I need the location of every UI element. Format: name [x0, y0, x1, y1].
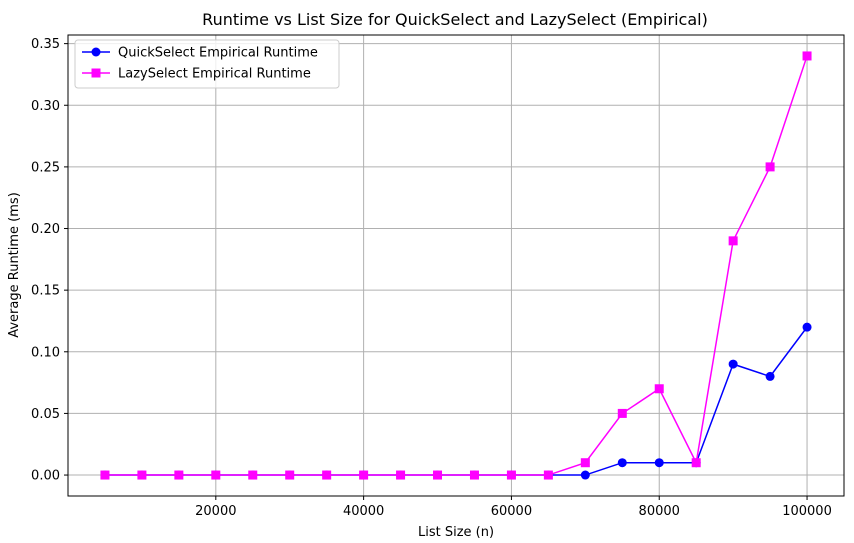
data-point	[211, 470, 221, 480]
legend-box	[74, 39, 340, 89]
x-tick-label: 100000	[782, 504, 832, 519]
data-point	[654, 384, 664, 394]
data-point	[359, 470, 369, 480]
y-tick-label: 0.35	[31, 37, 60, 52]
data-point	[728, 236, 738, 246]
legend-label-quickselect: QuickSelect Empirical Runtime	[118, 46, 318, 61]
data-point	[285, 470, 295, 480]
legend-marker-quickselect	[91, 47, 101, 57]
data-point	[396, 470, 406, 480]
data-point	[506, 470, 516, 480]
data-point	[469, 470, 479, 480]
data-point	[617, 458, 627, 468]
data-point	[765, 371, 775, 381]
series-lazyselect	[100, 51, 812, 480]
data-point	[174, 470, 184, 480]
data-point	[802, 322, 812, 332]
y-axis-label: Average Runtime (ms)	[7, 192, 22, 338]
legend-marker-lazyselect	[91, 68, 101, 78]
x-axis-label: List Size (n)	[418, 525, 494, 540]
series-quickselect	[100, 322, 812, 480]
data-point	[137, 470, 147, 480]
x-tick-label: 60000	[491, 504, 532, 519]
x-tick-label: 20000	[195, 504, 236, 519]
data-point	[691, 458, 701, 468]
legend: QuickSelect Empirical Runtime LazySelect…	[74, 39, 340, 89]
data-point	[100, 470, 110, 480]
y-tick-label: 0.00	[31, 469, 60, 484]
x-axis-ticks: 20000 40000 60000 80000 100000	[195, 496, 832, 519]
y-tick-label: 0.20	[31, 222, 60, 237]
data-point	[617, 408, 627, 418]
chart-title: Runtime vs List Size for QuickSelect and…	[202, 10, 708, 29]
data-point	[728, 359, 738, 369]
series-line	[104, 55, 808, 476]
y-tick-label: 0.30	[31, 99, 60, 114]
legend-label-lazyselect: LazySelect Empirical Runtime	[118, 67, 311, 82]
y-axis-ticks: 0.00 0.05 0.10 0.15 0.20 0.25 0.30 0.35	[31, 37, 68, 484]
data-point	[433, 470, 443, 480]
data-point	[543, 470, 553, 480]
x-tick-label: 80000	[639, 504, 680, 519]
y-tick-label: 0.10	[31, 345, 60, 360]
series-layer	[100, 51, 812, 480]
plot-frame	[67, 34, 845, 497]
data-point	[322, 470, 332, 480]
y-tick-label: 0.25	[31, 160, 60, 175]
y-tick-label: 0.05	[31, 407, 60, 422]
grid	[68, 35, 844, 496]
data-point	[248, 470, 258, 480]
y-tick-label: 0.15	[31, 284, 60, 299]
data-point	[580, 458, 590, 468]
data-point	[654, 458, 664, 468]
series-line	[104, 326, 808, 476]
data-point	[802, 51, 812, 61]
data-point	[765, 162, 775, 172]
data-point	[580, 470, 590, 480]
x-tick-label: 40000	[343, 504, 384, 519]
